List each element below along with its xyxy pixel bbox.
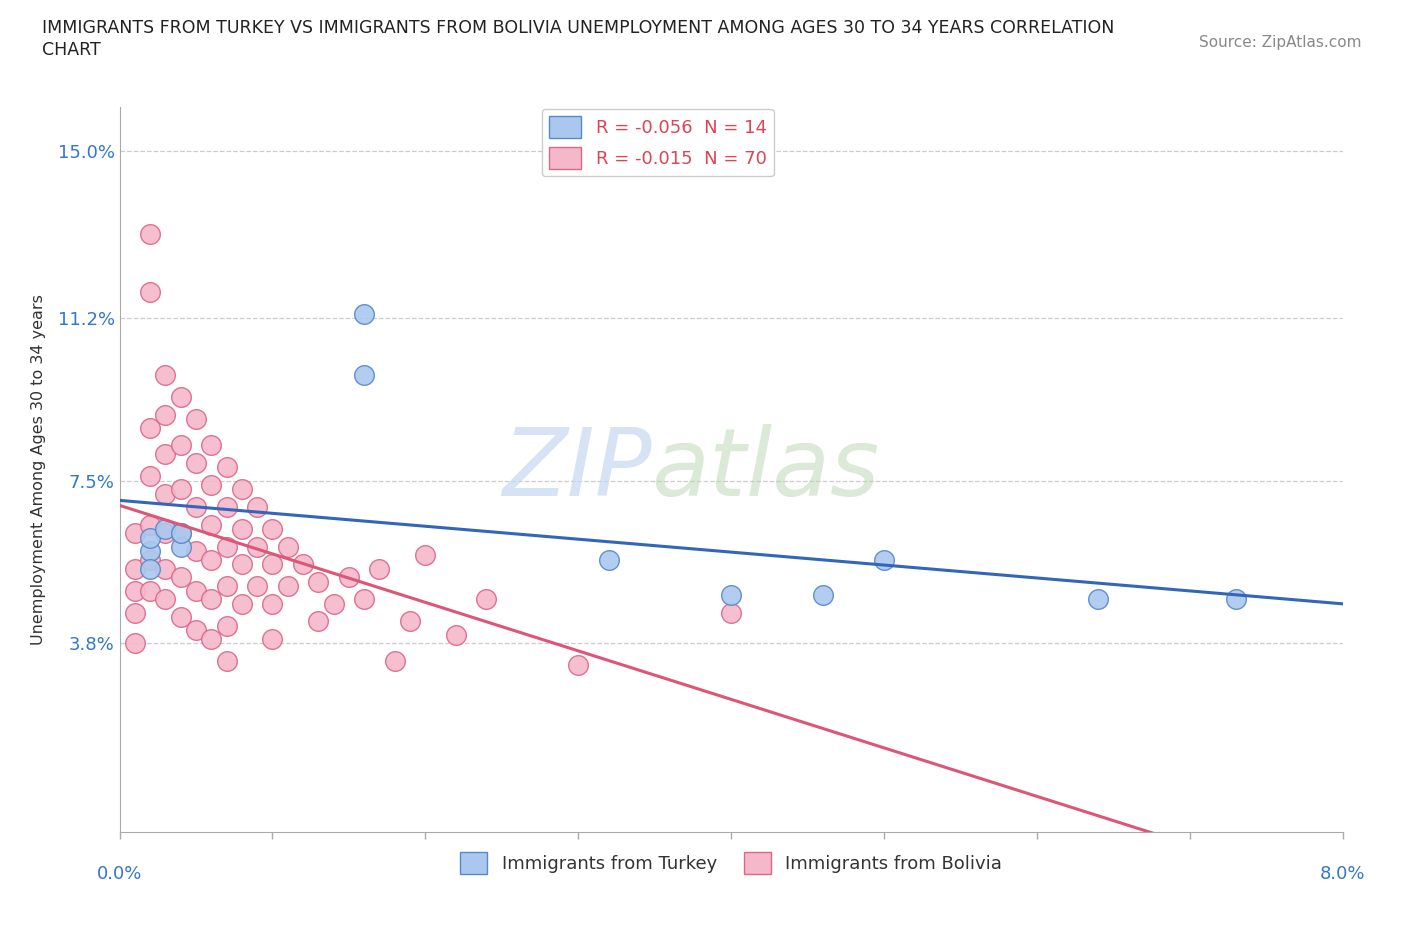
Point — [169, 570, 191, 585]
Point — [139, 552, 162, 567]
Point — [215, 460, 238, 475]
Point — [215, 539, 238, 554]
Text: CHART: CHART — [42, 41, 101, 59]
Point — [353, 367, 375, 382]
Text: ZIP: ZIP — [502, 424, 651, 515]
Point — [720, 588, 742, 603]
Point — [231, 522, 253, 537]
Point — [184, 583, 207, 598]
Point — [124, 605, 146, 620]
Point — [139, 420, 162, 435]
Point — [155, 407, 177, 422]
Point — [444, 627, 467, 642]
Legend: Immigrants from Turkey, Immigrants from Bolivia: Immigrants from Turkey, Immigrants from … — [453, 844, 1010, 882]
Text: IMMIGRANTS FROM TURKEY VS IMMIGRANTS FROM BOLIVIA UNEMPLOYMENT AMONG AGES 30 TO : IMMIGRANTS FROM TURKEY VS IMMIGRANTS FRO… — [42, 19, 1115, 36]
Point — [277, 539, 299, 554]
Point — [139, 517, 162, 532]
Point — [184, 456, 207, 471]
Point — [215, 654, 238, 669]
Point — [262, 596, 284, 611]
Point — [124, 526, 146, 541]
Point — [155, 367, 177, 382]
Point — [139, 561, 162, 576]
Point — [124, 583, 146, 598]
Point — [720, 605, 742, 620]
Point — [184, 412, 207, 427]
Point — [200, 631, 222, 646]
Point — [277, 578, 299, 593]
Point — [246, 499, 269, 514]
Point — [262, 557, 284, 572]
Point — [215, 578, 238, 593]
Point — [262, 631, 284, 646]
Point — [368, 561, 391, 576]
Point — [246, 539, 269, 554]
Point — [155, 522, 177, 537]
Point — [139, 583, 162, 598]
Point — [1087, 591, 1109, 606]
Point — [811, 588, 834, 603]
Point — [475, 591, 498, 606]
Point — [1225, 591, 1247, 606]
Point — [231, 557, 253, 572]
Text: Source: ZipAtlas.com: Source: ZipAtlas.com — [1198, 35, 1361, 50]
Text: atlas: atlas — [651, 424, 880, 515]
Point — [155, 591, 177, 606]
Point — [337, 570, 360, 585]
Point — [124, 636, 146, 651]
Point — [169, 438, 191, 453]
Point — [139, 469, 162, 484]
Point — [353, 591, 375, 606]
Text: 0.0%: 0.0% — [97, 865, 142, 883]
Point — [322, 596, 344, 611]
Point — [200, 438, 222, 453]
Point — [139, 227, 162, 242]
Point — [567, 658, 589, 672]
Point — [200, 552, 222, 567]
Point — [353, 306, 375, 321]
Point — [262, 522, 284, 537]
Point — [598, 552, 620, 567]
Text: 8.0%: 8.0% — [1320, 865, 1365, 883]
Point — [307, 575, 329, 590]
Point — [200, 517, 222, 532]
Point — [155, 526, 177, 541]
Point — [215, 499, 238, 514]
Point — [200, 591, 222, 606]
Point — [184, 499, 207, 514]
Point — [231, 482, 253, 497]
Point — [184, 623, 207, 638]
Point — [307, 614, 329, 629]
Point — [155, 486, 177, 501]
Point — [124, 561, 146, 576]
Point — [139, 543, 162, 558]
Point — [215, 618, 238, 633]
Y-axis label: Unemployment Among Ages 30 to 34 years: Unemployment Among Ages 30 to 34 years — [31, 294, 46, 645]
Point — [873, 552, 896, 567]
Point — [169, 482, 191, 497]
Point — [169, 609, 191, 624]
Point — [139, 530, 162, 545]
Point — [169, 539, 191, 554]
Point — [413, 548, 436, 563]
Point — [155, 446, 177, 461]
Point — [155, 561, 177, 576]
Point — [169, 526, 191, 541]
Point — [200, 478, 222, 493]
Point — [169, 390, 191, 405]
Point — [399, 614, 422, 629]
Point — [292, 557, 315, 572]
Point — [169, 526, 191, 541]
Point — [384, 654, 406, 669]
Point — [246, 578, 269, 593]
Point — [231, 596, 253, 611]
Point — [139, 285, 162, 299]
Point — [184, 543, 207, 558]
